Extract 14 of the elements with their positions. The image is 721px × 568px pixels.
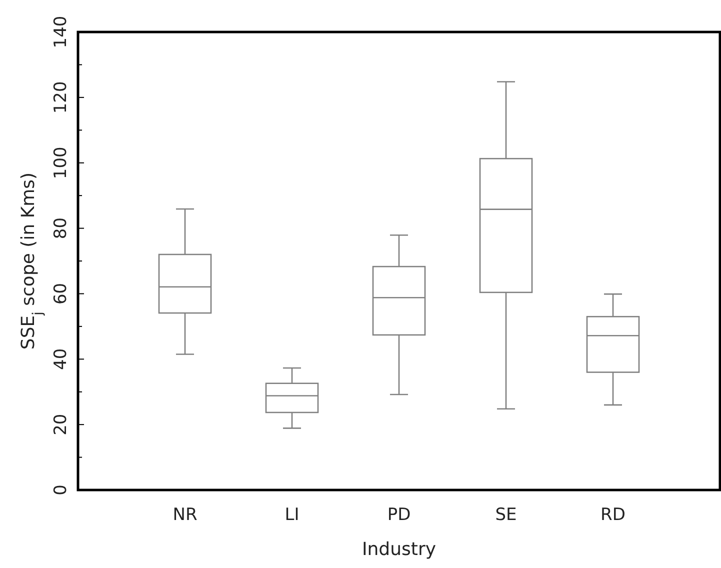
y-tick-label: 0 <box>51 484 71 496</box>
y-tick-label: 140 <box>51 16 71 48</box>
x-tick-label: LI <box>284 505 300 525</box>
x-tick-label: RD <box>600 505 626 525</box>
x-tick-label: PD <box>387 505 411 525</box>
y-tick-label: 100 <box>51 146 71 180</box>
y-tick-label: 120 <box>51 81 71 114</box>
y-tick-label: 80 <box>51 217 71 240</box>
x-axis-title: Industry <box>362 539 436 560</box>
y-tick-label: 40 <box>51 348 71 370</box>
y-tick-label: 20 <box>51 414 71 436</box>
y-tick-label: 60 <box>51 282 71 305</box>
x-tick-label: SE <box>495 505 517 525</box>
x-tick-label: NR <box>172 505 198 525</box>
